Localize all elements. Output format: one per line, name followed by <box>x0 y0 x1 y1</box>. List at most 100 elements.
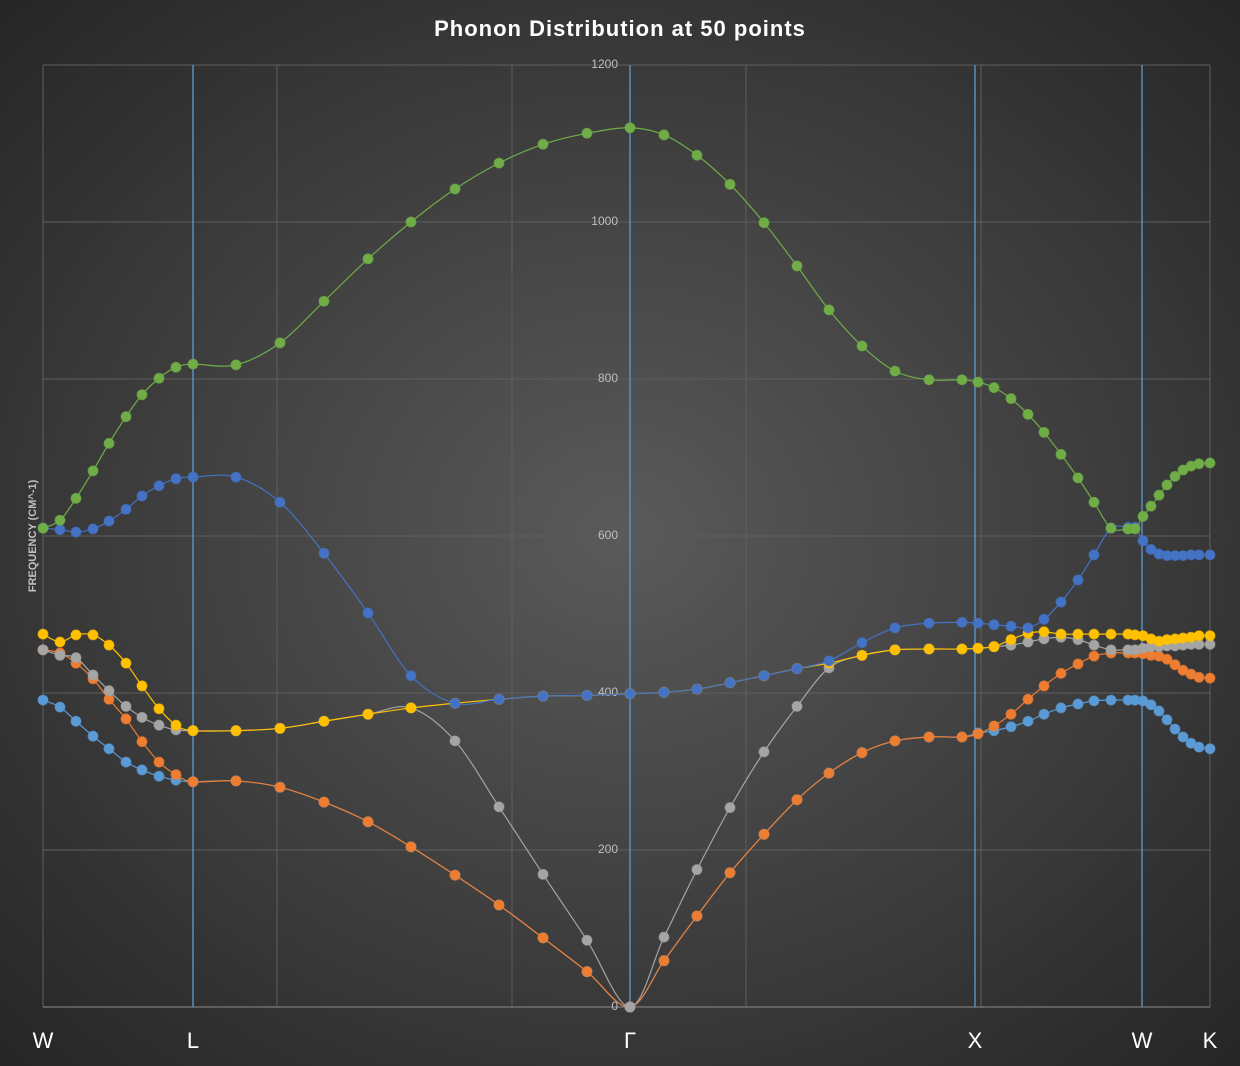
data-point <box>153 756 165 768</box>
y-tick-label: 600 <box>598 528 618 542</box>
data-point <box>153 703 165 715</box>
data-point <box>153 480 165 492</box>
data-point <box>120 756 132 768</box>
data-point <box>1204 630 1216 642</box>
data-point <box>956 616 968 628</box>
symmetry-label: W <box>33 1028 54 1053</box>
data-point <box>70 492 82 504</box>
symmetry-label: K <box>1203 1028 1218 1053</box>
data-point <box>724 867 736 879</box>
data-point <box>1038 613 1050 625</box>
data-point <box>136 680 148 692</box>
data-point <box>1105 694 1117 706</box>
data-point <box>70 715 82 727</box>
data-point <box>1129 523 1141 535</box>
data-point <box>791 700 803 712</box>
data-point <box>823 655 835 667</box>
data-point <box>1038 680 1050 692</box>
data-point <box>1204 743 1216 755</box>
data-point <box>1088 496 1100 508</box>
data-point <box>1022 715 1034 727</box>
data-point <box>624 688 636 700</box>
data-point <box>1022 693 1034 705</box>
data-point <box>1161 479 1173 491</box>
y-tick-label: 200 <box>598 842 618 856</box>
data-point <box>1055 448 1067 460</box>
data-point <box>136 736 148 748</box>
data-point <box>362 607 374 619</box>
data-point <box>493 801 505 813</box>
data-point <box>170 361 182 373</box>
data-point <box>537 868 549 880</box>
data-point <box>170 473 182 485</box>
data-point <box>791 663 803 675</box>
data-point <box>956 731 968 743</box>
data-point <box>493 899 505 911</box>
data-point <box>136 711 148 723</box>
data-point <box>758 746 770 758</box>
data-point <box>758 217 770 229</box>
data-point <box>1193 671 1205 683</box>
data-point <box>972 617 984 629</box>
data-point <box>37 644 49 656</box>
data-point <box>493 693 505 705</box>
data-point <box>1105 522 1117 534</box>
data-point <box>1169 723 1181 735</box>
data-point <box>136 764 148 776</box>
data-point <box>187 725 199 737</box>
data-point <box>923 643 935 655</box>
data-point <box>1204 457 1216 469</box>
data-point <box>724 677 736 689</box>
data-point <box>758 670 770 682</box>
data-point <box>658 931 670 943</box>
data-point <box>1088 549 1100 561</box>
data-point <box>449 183 461 195</box>
data-point <box>1005 721 1017 733</box>
data-point <box>823 304 835 316</box>
data-point <box>103 437 115 449</box>
data-point <box>856 747 868 759</box>
data-point <box>87 523 99 535</box>
data-point <box>1177 731 1189 743</box>
data-point <box>1088 695 1100 707</box>
data-point <box>823 767 835 779</box>
data-point <box>37 694 49 706</box>
data-point <box>1161 653 1173 665</box>
data-point <box>1055 596 1067 608</box>
data-point <box>691 683 703 695</box>
data-point <box>1193 549 1205 561</box>
data-point <box>405 670 417 682</box>
data-point <box>274 781 286 793</box>
data-point <box>624 1001 636 1013</box>
data-point <box>87 730 99 742</box>
symmetry-label: Γ <box>624 1028 636 1053</box>
data-point <box>405 702 417 714</box>
data-point <box>1022 622 1034 634</box>
data-point <box>624 122 636 134</box>
data-point <box>70 526 82 538</box>
data-point <box>791 260 803 272</box>
symmetry-label: X <box>968 1028 983 1053</box>
data-point <box>1137 510 1149 522</box>
data-point <box>658 955 670 967</box>
data-point <box>274 722 286 734</box>
y-tick-label: 1200 <box>591 57 618 71</box>
data-point <box>70 629 82 641</box>
data-point <box>230 471 242 483</box>
data-point <box>54 701 66 713</box>
data-point <box>889 365 901 377</box>
data-point <box>103 639 115 651</box>
data-point <box>988 720 1000 732</box>
data-point <box>1153 489 1165 501</box>
data-point <box>54 649 66 661</box>
data-point <box>54 636 66 648</box>
data-point <box>153 372 165 384</box>
data-point <box>1088 628 1100 640</box>
data-point <box>1005 634 1017 646</box>
data-point <box>1193 630 1205 642</box>
data-point <box>54 514 66 526</box>
data-point <box>1169 659 1181 671</box>
data-point <box>1204 672 1216 684</box>
data-point <box>1022 408 1034 420</box>
data-point <box>1145 500 1157 512</box>
